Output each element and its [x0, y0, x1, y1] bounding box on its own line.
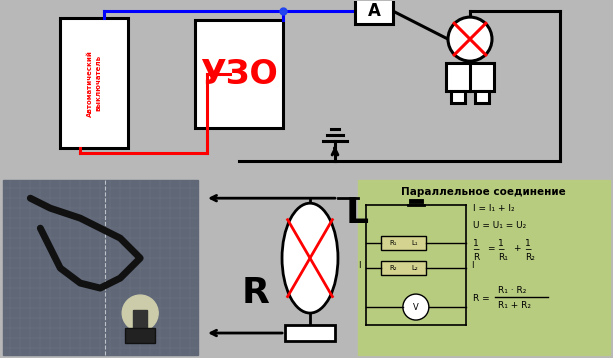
Bar [133, 310, 147, 338]
Text: R: R [242, 276, 270, 310]
Text: R₂: R₂ [525, 253, 535, 262]
Text: ─: ─ [473, 246, 478, 255]
Bar [60, 18, 128, 148]
Bar [285, 325, 335, 341]
Bar [381, 261, 426, 275]
Text: I: I [358, 261, 360, 270]
Bar [355, 0, 393, 24]
Text: R₁ · R₂: R₁ · R₂ [498, 286, 526, 295]
Text: R: R [473, 253, 479, 262]
Bar [446, 63, 494, 91]
Text: A: A [368, 2, 381, 20]
Text: R₂: R₂ [389, 265, 397, 271]
Bar [451, 91, 465, 103]
Text: V: V [413, 303, 419, 311]
Ellipse shape [282, 203, 338, 313]
Text: R₁: R₁ [389, 240, 397, 246]
Text: +: + [512, 244, 520, 253]
Text: 1: 1 [498, 239, 503, 248]
Text: Автоматический
выключатель: Автоматический выключатель [87, 50, 101, 117]
Text: =: = [487, 244, 494, 253]
Text: U = U₁ = U₂: U = U₁ = U₂ [473, 221, 526, 229]
Bar [381, 236, 426, 250]
Text: I = I₁ + I₂: I = I₁ + I₂ [473, 204, 514, 213]
Text: R₁ + R₂: R₁ + R₂ [498, 301, 531, 310]
Text: L₁: L₁ [411, 240, 417, 246]
Text: ─: ─ [525, 246, 530, 255]
Bar [195, 20, 283, 128]
Circle shape [122, 295, 158, 331]
Text: 1: 1 [473, 239, 479, 248]
Text: I: I [471, 261, 474, 270]
Bar [3, 180, 198, 355]
Text: R =: R = [473, 294, 489, 303]
Circle shape [403, 294, 429, 320]
Circle shape [448, 17, 492, 61]
Text: R₁: R₁ [498, 253, 508, 262]
Text: L₂: L₂ [411, 265, 417, 271]
Bar [475, 91, 489, 103]
Text: УЗО: УЗО [200, 58, 278, 91]
Text: L: L [346, 196, 369, 230]
Text: ─: ─ [498, 246, 503, 255]
Bar [358, 180, 610, 355]
Text: 1: 1 [525, 239, 530, 248]
Bar [125, 328, 155, 343]
Text: Параллельное соединение: Параллельное соединение [402, 187, 566, 197]
